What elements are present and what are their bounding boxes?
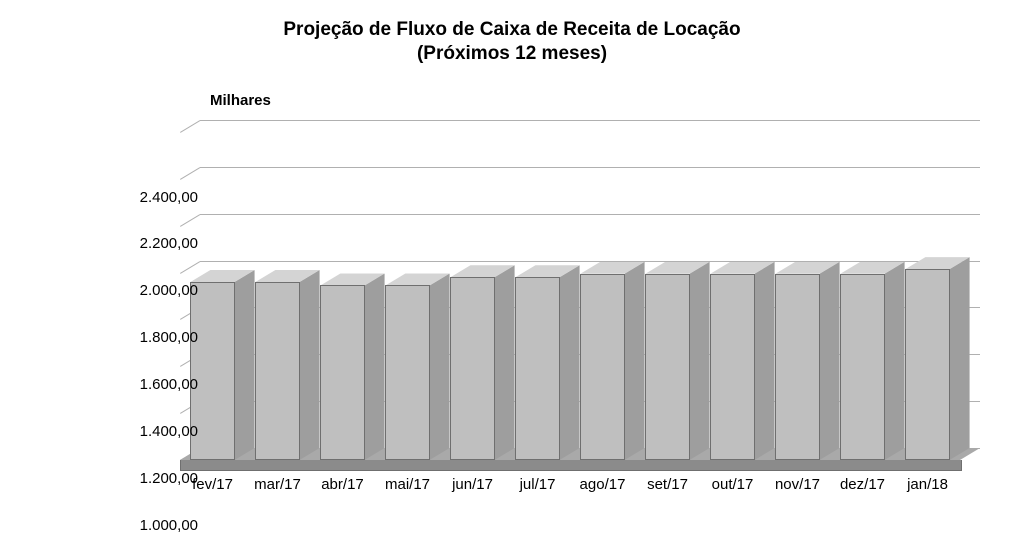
bar-side [885,262,905,460]
x-tick-label: abr/17 [310,476,375,493]
y-tick-label: 1.800,00 [30,329,198,346]
bar-side [365,273,385,460]
bar-side [495,265,515,460]
x-tick-label: jan/18 [895,476,960,493]
x-tick-label: mai/17 [375,476,440,493]
x-tick-label: mar/17 [245,476,310,493]
y-tick-label: 1.400,00 [30,423,198,440]
bar-front [840,274,884,460]
y-axis-unit-label: Milhares [210,92,271,109]
bar-front [320,285,364,460]
floor-front [180,460,962,471]
bar-front [710,274,754,460]
y-tick-label: 2.400,00 [30,189,198,206]
bar [645,274,689,460]
plot-area [180,120,980,460]
bar-side [950,257,970,460]
x-tick-label: jun/17 [440,476,505,493]
bar-front [255,282,299,460]
x-tick-label: set/17 [635,476,700,493]
bar-side [235,270,255,460]
bar-side [690,262,710,460]
chart-title: Projeção de Fluxo de Caixa de Receita de… [30,18,994,66]
x-tick-label: jul/17 [505,476,570,493]
x-tick-label: nov/17 [765,476,830,493]
y-tick-label: 1.200,00 [30,470,198,487]
bar [385,285,429,460]
chart-title-line2: (Próximos 12 meses) [30,42,994,66]
y-tick-label: 2.000,00 [30,282,198,299]
bar [710,274,754,460]
bar-side [560,265,580,460]
bar-front [515,277,559,460]
y-tick-label: 2.200,00 [30,235,198,252]
bar-front [580,274,624,460]
bar-front [775,274,819,460]
bar [255,282,299,460]
bar [905,269,949,460]
bar [840,274,884,460]
x-tick-label: dez/17 [830,476,895,493]
x-tick-label: fev/17 [180,476,245,493]
bar-front [905,269,949,460]
bar-front [645,274,689,460]
x-axis-labels: fev/17mar/17abr/17mai/17jun/17jul/17ago/… [180,476,960,493]
bar-side [300,270,320,460]
bar-side [625,262,645,460]
x-tick-label: ago/17 [570,476,635,493]
bar [775,274,819,460]
bars-group [180,132,960,460]
bar [580,274,624,460]
y-tick-label: 1.000,00 [30,517,198,534]
bar [515,277,559,460]
bar-front [385,285,429,460]
x-tick-label: out/17 [700,476,765,493]
y-tick-label: 1.600,00 [30,376,198,393]
bar [450,277,494,460]
bar-front [450,277,494,460]
chart-title-line1: Projeção de Fluxo de Caixa de Receita de… [30,18,994,42]
bar-side [755,262,775,460]
chart-container: Projeção de Fluxo de Caixa de Receita de… [0,0,1024,541]
bar-side [820,262,840,460]
bar [320,285,364,460]
bar-side [430,273,450,460]
